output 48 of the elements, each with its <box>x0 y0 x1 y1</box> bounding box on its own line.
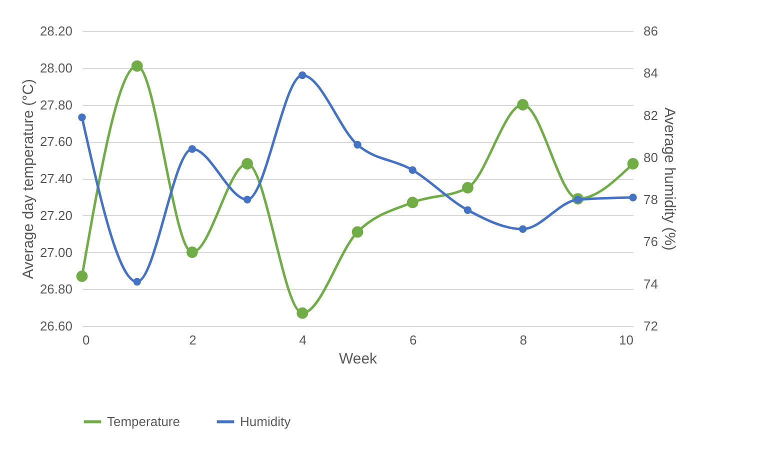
point <box>133 278 141 286</box>
y2-axis-title: Average humidity (%) <box>660 107 678 251</box>
y2-tick-label: 74 <box>644 276 658 292</box>
point <box>408 166 416 174</box>
point <box>298 71 306 80</box>
y-tick-label: 27.80 <box>40 97 72 112</box>
x-tick-label: 0 <box>82 332 90 348</box>
x-tick-label: 4 <box>299 332 307 348</box>
point <box>188 145 196 153</box>
point <box>627 158 639 170</box>
point <box>406 196 418 208</box>
x-tick-label: 2 <box>189 332 196 348</box>
point <box>186 246 198 258</box>
y-tick-label: 28.00 <box>40 60 72 76</box>
y2-tick-label: 86 <box>644 24 658 38</box>
y-tick-label: 26.60 <box>40 318 72 334</box>
y2-tick-label: 78 <box>644 192 658 208</box>
point <box>629 194 637 202</box>
x-tick-label: 6 <box>409 332 417 348</box>
x-axis-title: Week <box>338 350 378 368</box>
legend-label: Humidity <box>240 414 292 429</box>
point <box>352 226 364 238</box>
point <box>78 114 86 122</box>
y2-tick-label: 80 <box>644 150 658 165</box>
legend-label: Temperature <box>107 414 180 429</box>
y2-tick-label: 82 <box>644 108 658 123</box>
y-tick-label: 27.20 <box>40 208 72 223</box>
y2-tick-label: 72 <box>644 318 658 334</box>
y-tick-label: 27.00 <box>40 244 72 260</box>
point <box>517 99 528 110</box>
y-tick-label: 26.80 <box>40 282 72 297</box>
y-axis-title: Average day temperature (°C) <box>20 79 37 279</box>
y2-tick-label: 76 <box>644 234 658 250</box>
point <box>518 225 527 233</box>
y-tick-label: 28.20 <box>40 24 72 38</box>
point <box>462 182 474 194</box>
x-tick-label: 10 <box>619 332 634 348</box>
y-tick-label: 27.60 <box>40 134 72 150</box>
y-tick-label: 27.40 <box>40 171 72 186</box>
point <box>242 158 253 170</box>
point <box>464 206 472 214</box>
point <box>296 307 308 319</box>
y2-tick-label: 84 <box>644 66 658 81</box>
point <box>354 140 362 149</box>
x-tick-label: 8 <box>520 332 527 348</box>
point <box>131 60 143 72</box>
point <box>76 270 88 282</box>
point <box>243 196 252 204</box>
